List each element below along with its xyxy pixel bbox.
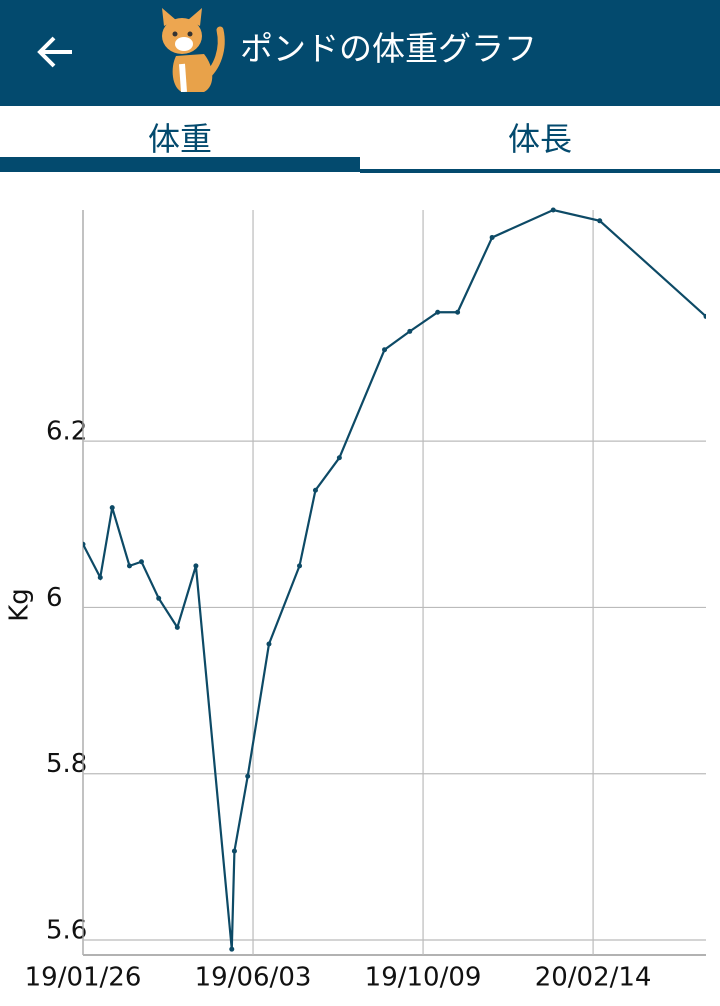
data-point	[109, 505, 115, 511]
tab[interactable]: 体長	[507, 120, 572, 158]
x-tick-label: 19/10/09	[365, 963, 482, 993]
data-point	[266, 641, 272, 647]
x-tick-label: 19/01/26	[25, 963, 142, 993]
data-point	[97, 575, 103, 581]
data-point	[138, 559, 144, 565]
data-point	[550, 207, 556, 213]
y-tick-label: 6.2	[46, 417, 87, 447]
data-point	[597, 218, 603, 224]
back-button[interactable]	[36, 32, 76, 72]
y-tick-label: 5.6	[46, 916, 87, 946]
data-line	[83, 208, 706, 950]
x-tick-label: 20/02/14	[535, 963, 652, 993]
x-tick-label: 19/06/03	[195, 963, 312, 993]
app-bar: ポンドの体重グラフ	[0, 0, 720, 106]
data-point	[174, 624, 180, 630]
y-tick-label: 5.8	[46, 749, 87, 779]
data-point	[455, 309, 461, 315]
y-axis-label: Kg	[5, 588, 35, 622]
y-tick-label: 6	[46, 583, 63, 613]
data-point	[312, 487, 318, 493]
data-point	[231, 848, 237, 854]
cat-icon	[162, 8, 225, 92]
data-point	[382, 347, 388, 353]
data-point	[193, 563, 199, 569]
data-point	[229, 946, 235, 952]
tab[interactable]: 体重	[147, 120, 212, 158]
data-point	[83, 541, 86, 547]
data-point	[489, 234, 495, 240]
tab-divider	[360, 169, 720, 173]
screen-title: ポンドの体重グラフ	[240, 29, 537, 68]
data-point	[156, 595, 162, 601]
tab-indicator	[0, 157, 360, 172]
data-point	[407, 328, 413, 334]
data-point	[336, 455, 342, 461]
data-point	[126, 563, 132, 569]
data-point	[435, 309, 441, 315]
data-point	[703, 313, 706, 319]
data-point	[245, 773, 251, 779]
data-point	[297, 563, 303, 569]
tab-bar: 体重 体長	[0, 106, 720, 174]
